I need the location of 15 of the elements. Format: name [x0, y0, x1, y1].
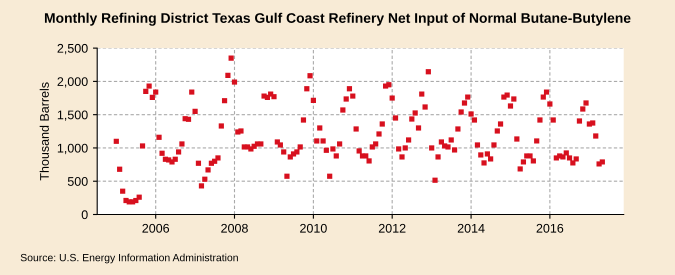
y-tick-label: 0 [82, 210, 88, 220]
y-tick-label: 2,000 [58, 77, 88, 88]
x-tick-label: 2010 [300, 224, 327, 233]
x-tick-label: 2008 [221, 224, 248, 233]
x-tick-label: 2014 [458, 224, 485, 233]
source-note: Source: U.S. Energy Information Administration [20, 254, 238, 264]
x-tick-label: 2006 [142, 224, 170, 233]
chart-title: Monthly Refining District Texas Gulf Coast Refinery Net Input of Normal Butane-Butylene [44, 12, 631, 26]
y-axis-title: Thousand Barrels [40, 82, 49, 180]
x-tick-label: 2012 [378, 224, 406, 233]
y-tick-label: 500 [68, 177, 88, 186]
y-tick-label: 1,000 [58, 144, 88, 154]
y-tick-label: 2,500 [58, 44, 88, 54]
y-tick-label: 1,500 [58, 110, 88, 121]
x-tick-label: 2016 [536, 224, 564, 233]
